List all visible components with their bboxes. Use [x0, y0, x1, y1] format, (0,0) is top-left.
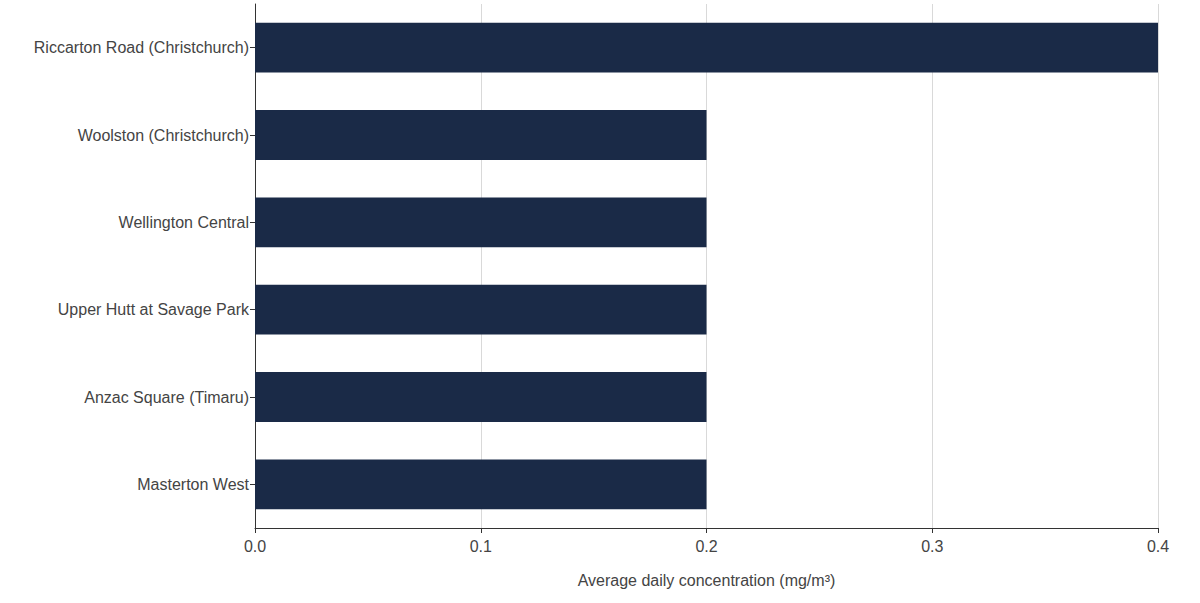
svg-text:0.3: 0.3: [921, 538, 943, 555]
svg-text:Upper Hutt at Savage Park: Upper Hutt at Savage Park: [58, 301, 250, 318]
svg-text:Wellington Central: Wellington Central: [119, 214, 249, 231]
svg-text:Anzac Square (Timaru): Anzac Square (Timaru): [84, 389, 249, 406]
svg-text:Riccarton Road (Christchurch): Riccarton Road (Christchurch): [34, 39, 249, 56]
svg-text:0.1: 0.1: [470, 538, 492, 555]
svg-text:Masterton West: Masterton West: [137, 476, 249, 493]
svg-text:0.0: 0.0: [244, 538, 266, 555]
svg-text:0.2: 0.2: [695, 538, 717, 555]
svg-text:Woolston (Christchurch): Woolston (Christchurch): [78, 127, 249, 144]
svg-text:Average daily concentration (m: Average daily concentration (mg/m³): [578, 572, 836, 589]
svg-text:0.4: 0.4: [1147, 538, 1169, 555]
